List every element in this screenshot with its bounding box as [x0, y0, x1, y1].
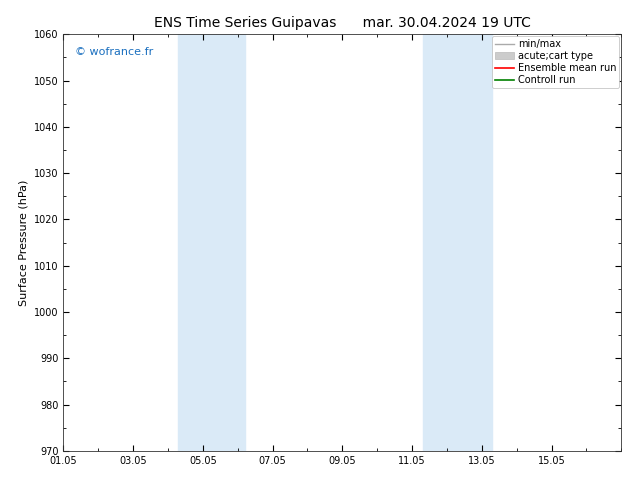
Text: © wofrance.fr: © wofrance.fr	[75, 47, 153, 57]
Y-axis label: Surface Pressure (hPa): Surface Pressure (hPa)	[18, 179, 29, 306]
Title: ENS Time Series Guipavas      mar. 30.04.2024 19 UTC: ENS Time Series Guipavas mar. 30.04.2024…	[154, 16, 531, 30]
Legend: min/max, acute;cart type, Ensemble mean run, Controll run: min/max, acute;cart type, Ensemble mean …	[492, 36, 619, 88]
Bar	[179, 34, 245, 451]
Bar	[422, 34, 493, 451]
